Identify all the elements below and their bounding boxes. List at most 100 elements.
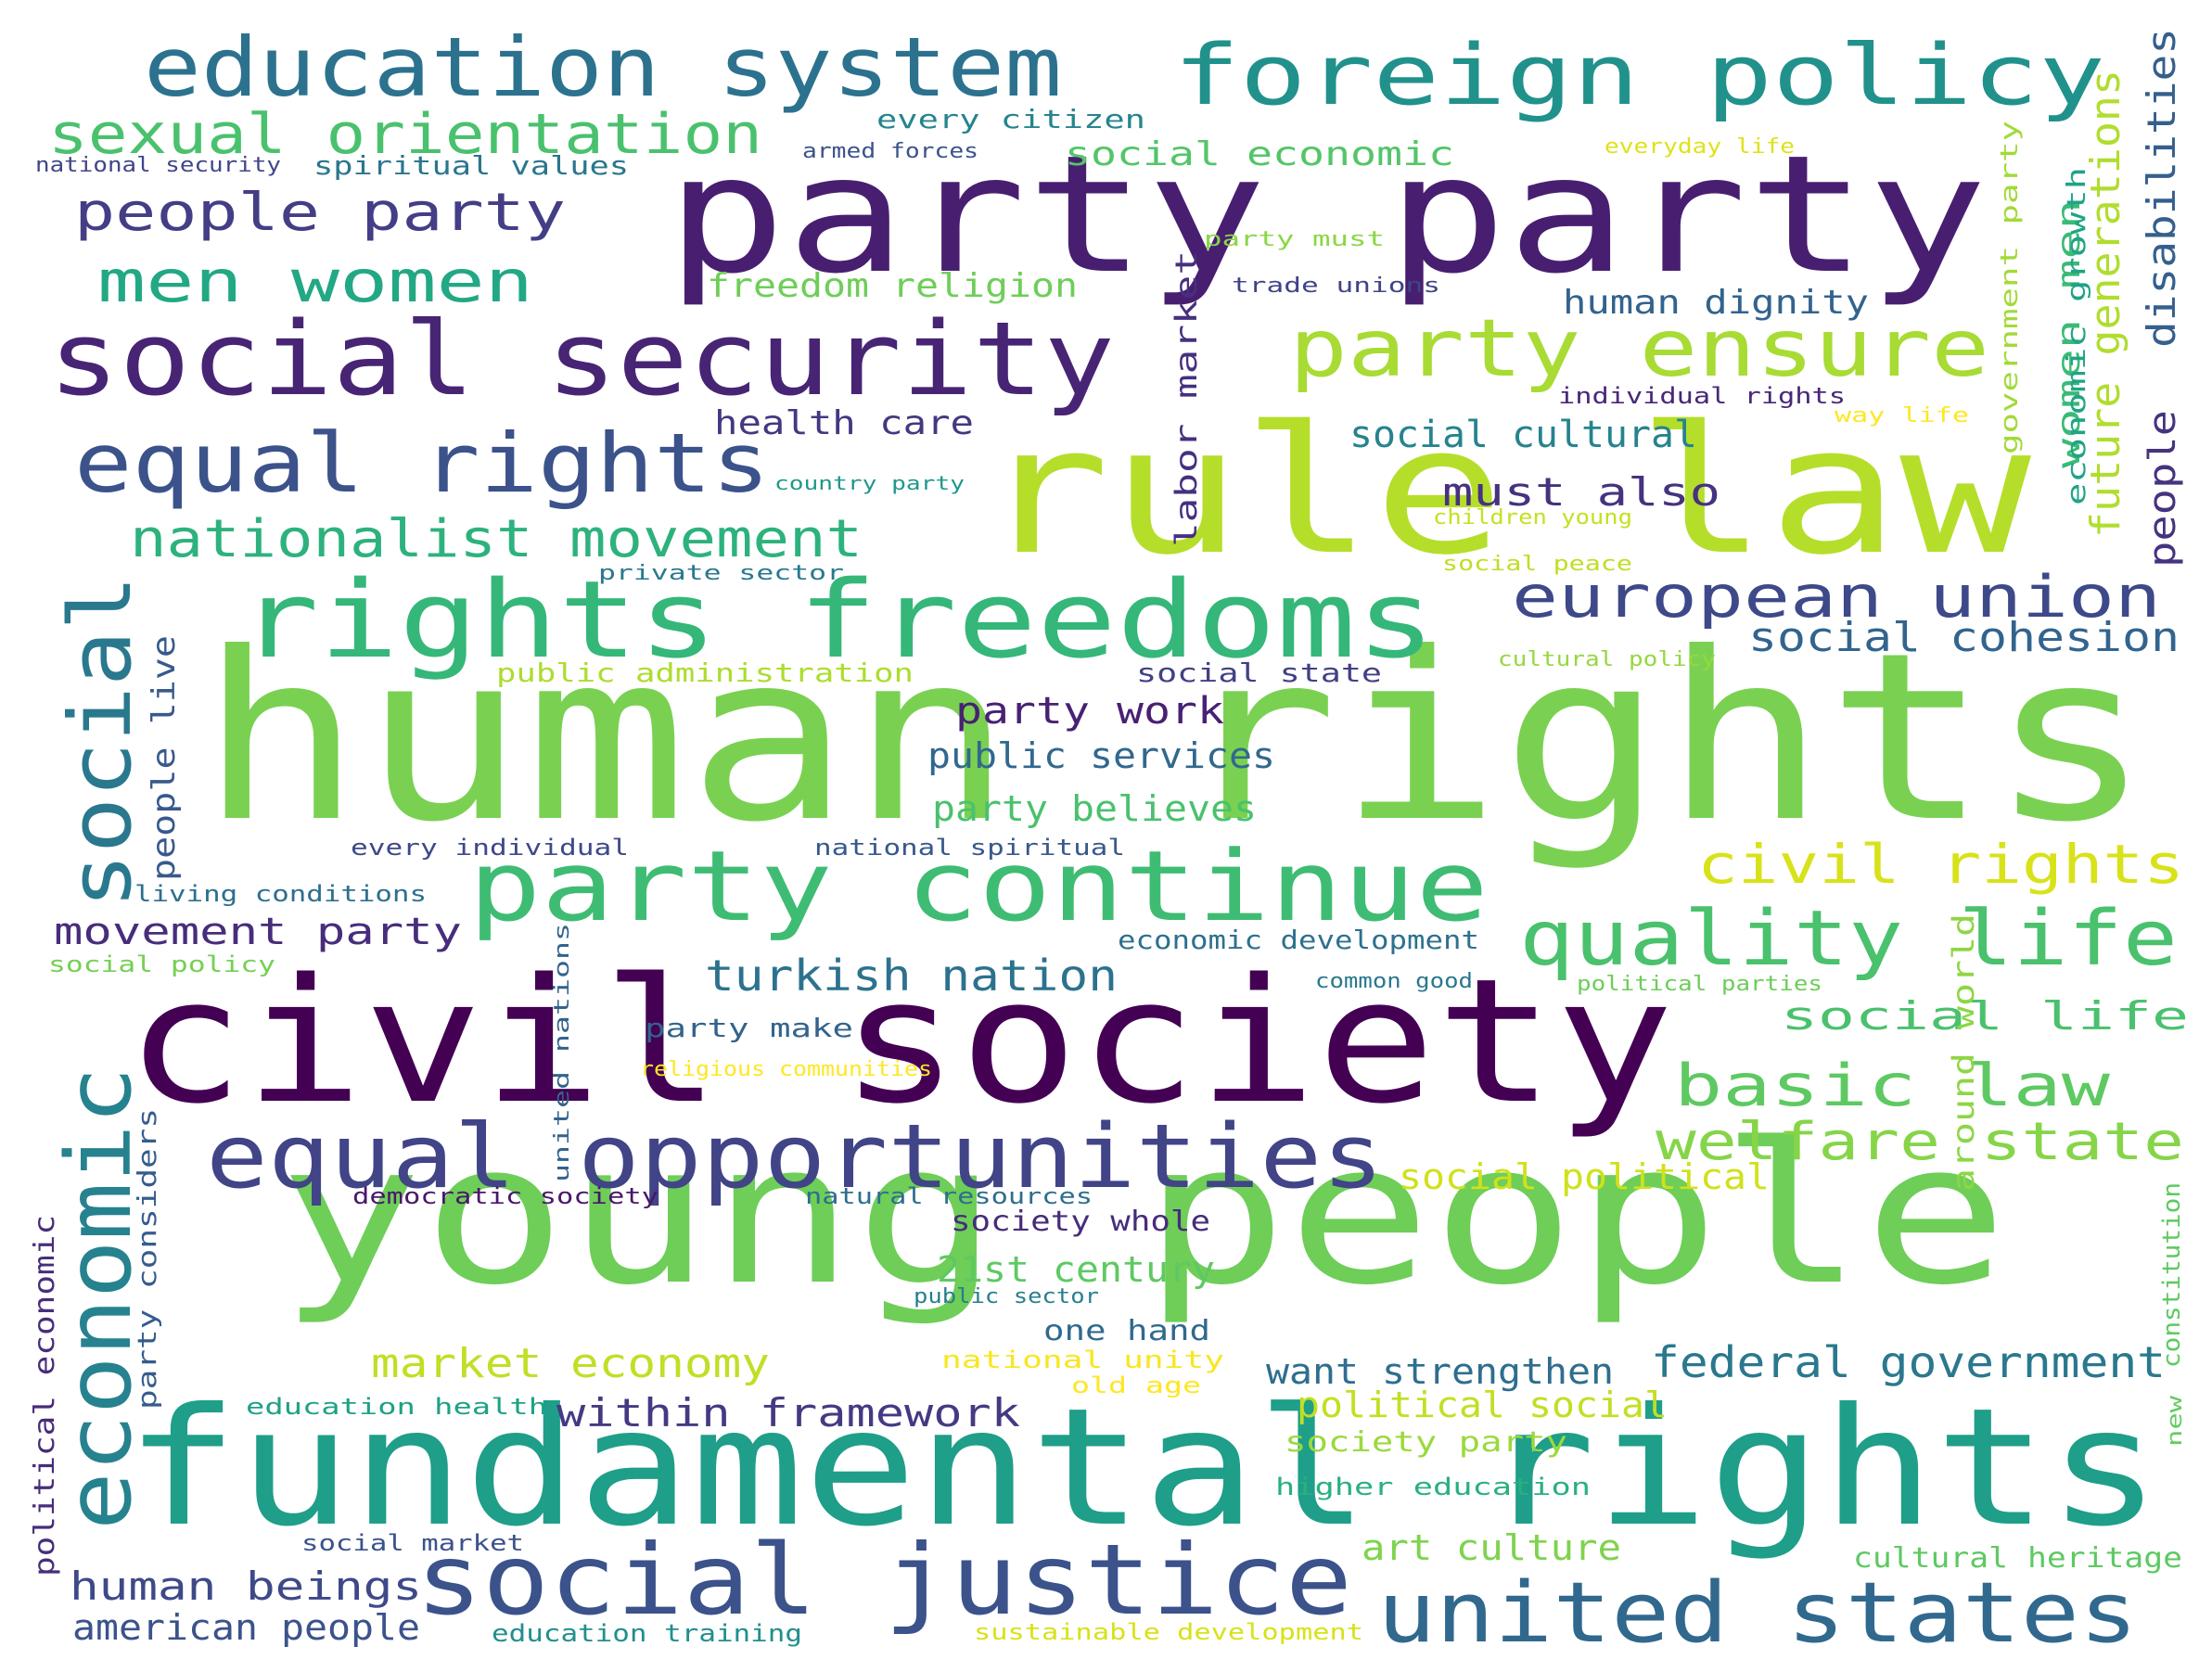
word-cloud-phrase: spiritual values xyxy=(313,150,629,181)
word-cloud-phrase: people xyxy=(2142,410,2184,568)
word-cloud-phrase: higher education xyxy=(1275,1474,1591,1501)
word-cloud-phrase: natural resources xyxy=(805,1183,1093,1209)
word-cloud-phrase: every individual xyxy=(351,835,629,861)
word-cloud-phrase: party considers xyxy=(132,1108,162,1410)
word-cloud-phrase: social economic xyxy=(1065,135,1454,173)
word-cloud-phrase: religious communities xyxy=(640,1058,932,1081)
word-cloud-phrase: art culture xyxy=(1362,1527,1621,1568)
word-cloud-phrase: fundamental rights xyxy=(125,1374,2161,1563)
word-cloud-phrase: social political xyxy=(1399,1156,1770,1197)
word-cloud-phrase: american people xyxy=(72,1607,420,1648)
word-cloud-phrase: social state xyxy=(1136,657,1382,688)
word-cloud-phrase: civil rights xyxy=(1697,833,2184,896)
word-cloud-phrase: young people xyxy=(278,1101,2008,1328)
word-cloud-phrase: everyday life xyxy=(1605,135,1795,159)
word-cloud-phrase: basic law xyxy=(1674,1052,2111,1119)
word-cloud-phrase: social market xyxy=(301,1530,524,1556)
word-cloud-phrase: old age xyxy=(1071,1372,1201,1398)
word-cloud-phrase: party must xyxy=(1204,228,1385,251)
word-cloud-phrase: women men xyxy=(2051,199,2088,468)
word-cloud-phrase: national unity xyxy=(941,1347,1224,1374)
word-cloud-phrase: country party xyxy=(774,472,965,494)
word-cloud-phrase: within framework xyxy=(556,1390,1020,1436)
word-cloud-phrase: new xyxy=(2164,1395,2187,1447)
word-cloud-phrase: united states xyxy=(1377,1564,2138,1662)
word-cloud-phrase: health care xyxy=(714,404,974,442)
word-cloud-phrase: cultural heritage xyxy=(1853,1542,2182,1575)
word-cloud-phrase: human rights xyxy=(199,603,2152,873)
word-cloud-phrase: welfare state xyxy=(1656,1112,2184,1172)
word-cloud-phrase: men women xyxy=(97,248,533,315)
word-cloud-phrase: turkish nation xyxy=(705,951,1118,1001)
word-cloud-phrase: democratic society xyxy=(352,1183,658,1209)
word-cloud-phrase: government party xyxy=(1996,121,2024,454)
word-cloud-phrase: public services xyxy=(927,735,1275,776)
word-cloud-phrase: cultural policy xyxy=(1498,648,1716,671)
word-cloud-phrase: trade unions xyxy=(1232,274,1440,298)
word-cloud-phrase: constitution xyxy=(2158,1182,2186,1368)
word-cloud-phrase: sustainable development xyxy=(974,1619,1363,1645)
word-cloud-phrase: party ensure xyxy=(1289,302,1989,395)
word-cloud-phrase: quality life xyxy=(1519,895,2178,983)
word-cloud-phrase: economic growth xyxy=(2061,167,2091,505)
word-cloud-phrase: national spiritual xyxy=(814,835,1125,861)
word-cloud-phrase: political economic xyxy=(29,1215,61,1576)
word-cloud-phrase: around world xyxy=(1946,913,1981,1192)
word-cloud-phrase: armed forces xyxy=(802,140,978,163)
word-cloud-phrase: social life xyxy=(1781,993,2189,1039)
word-cloud-phrase: social security xyxy=(48,300,1115,418)
word-cloud-phrase: public sector xyxy=(914,1285,1099,1308)
word-cloud-phrase: economic development xyxy=(1118,925,1479,955)
word-cloud-phrase: human dignity xyxy=(1563,284,1869,322)
word-cloud-phrase: party party xyxy=(666,121,1988,310)
word-cloud-phrase: economic xyxy=(47,1066,151,1530)
word-cloud-phrase: every citizen xyxy=(876,104,1145,134)
word-cloud-phrase: education system xyxy=(144,19,1062,115)
word-cloud-phrase: future generations xyxy=(2082,70,2129,538)
word-cloud-phrase: party work xyxy=(955,690,1224,733)
word-cloud-phrase: national security xyxy=(35,154,281,177)
word-cloud-phrase: rule law xyxy=(978,389,2032,593)
word-cloud-phrase: want strengthen xyxy=(1266,1351,1614,1392)
word-cloud-phrase: party continue xyxy=(468,830,1489,943)
word-cloud-phrase: 21st century xyxy=(937,1249,1215,1290)
word-cloud-phrase: social xyxy=(51,575,150,909)
word-cloud-phrase: must also xyxy=(1442,469,1720,515)
word-cloud-phrase: human beings xyxy=(70,1564,422,1609)
word-cloud-phrase: society party xyxy=(1285,1426,1567,1459)
word-cloud-phrase: nationalist movement xyxy=(130,509,863,569)
word-cloud-phrase: children young xyxy=(1433,506,1632,530)
word-cloud-phrase: way life xyxy=(1835,404,1969,428)
word-cloud-phrase: equal opportunities xyxy=(206,1106,1384,1208)
word-cloud-phrase: political parties xyxy=(1577,973,1822,996)
word-cloud-phrase: common good xyxy=(1315,970,1473,993)
word-cloud-phrase: social justice xyxy=(416,1524,1352,1637)
word-cloud-phrase: equal rights xyxy=(74,415,770,511)
word-cloud-phrase: living conditions xyxy=(134,881,427,907)
word-cloud-phrase: political social xyxy=(1297,1385,1668,1425)
word-cloud-phrase: public administration xyxy=(496,657,914,688)
word-cloud-phrase: individual rights xyxy=(1558,383,1846,409)
word-cloud-phrase: sexual orientation xyxy=(48,102,762,167)
word-cloud-phrase: disabilities xyxy=(2139,28,2184,348)
word-cloud-phrase: private sector xyxy=(598,562,844,585)
word-cloud-phrase: people party xyxy=(74,183,566,243)
word-cloud-phrase: movement party xyxy=(54,911,462,953)
word-cloud-phrase: united nations xyxy=(551,923,574,1182)
word-cloud-phrase: market economy xyxy=(371,1340,770,1387)
word-cloud-phrase: party believes xyxy=(932,788,1257,829)
word-cloud-phrase: social policy xyxy=(48,951,275,977)
word-cloud-phrase: party make xyxy=(645,1013,853,1043)
word-cloud-phrase: european union xyxy=(1512,563,2161,631)
word-cloud-phrase: social peace xyxy=(1442,553,1632,576)
word-cloud-phrase: social cohesion xyxy=(1748,614,2180,661)
word-cloud-phrase: education health xyxy=(246,1394,547,1420)
word-cloud-phrase: one hand xyxy=(1043,1315,1210,1347)
word-cloud-phrase: civil society xyxy=(125,941,1674,1142)
word-cloud-phrase: people live xyxy=(146,635,183,881)
word-cloud-phrase: social cultural xyxy=(1349,414,1697,456)
word-cloud-phrase: rights freedoms xyxy=(239,558,1436,683)
word-cloud-phrase: freedom religion xyxy=(707,267,1078,305)
word-cloud-phrase: foreign policy xyxy=(1173,27,2105,124)
